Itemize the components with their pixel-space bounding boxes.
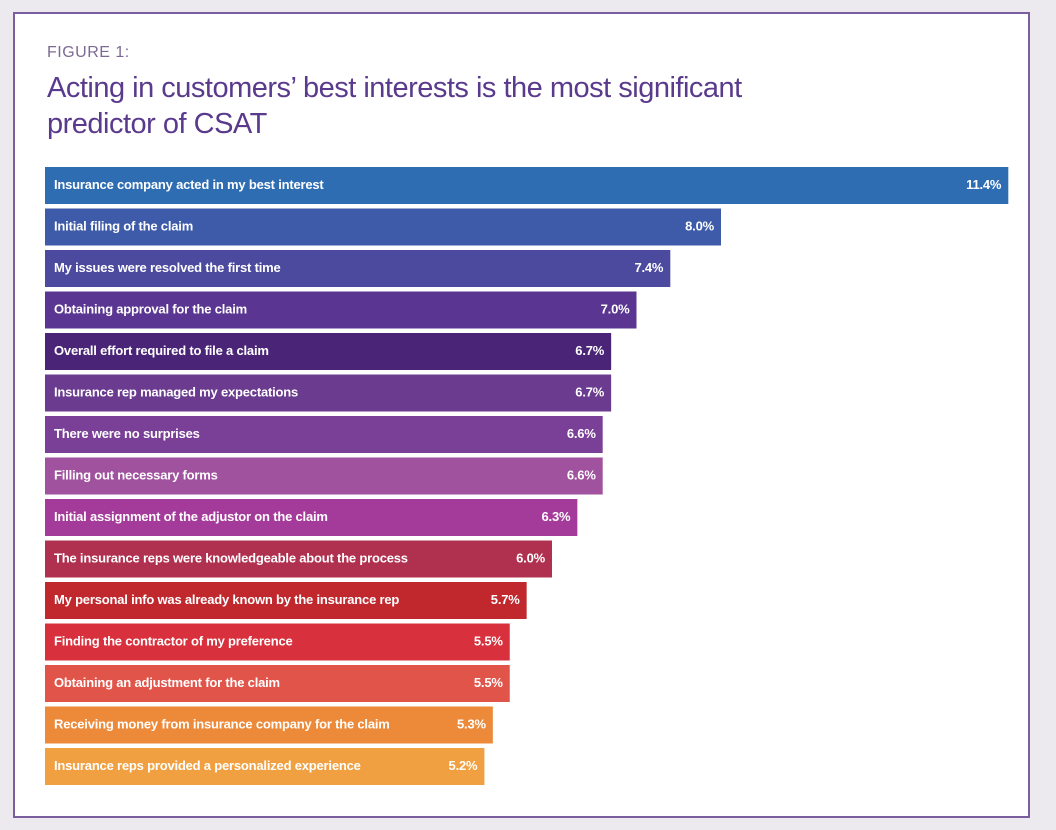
bar-label: Receiving money from insurance company f… bbox=[54, 716, 390, 731]
value-label: 6.6% bbox=[567, 467, 596, 482]
value-label: 6.7% bbox=[575, 343, 604, 358]
bar-label: Initial filing of the claim bbox=[54, 218, 193, 233]
bar bbox=[45, 208, 721, 246]
value-label: 5.7% bbox=[491, 592, 520, 607]
chart-subtitle: FIGURE 1: bbox=[47, 44, 130, 61]
bar-label: Obtaining an adjustment for the claim bbox=[54, 675, 280, 690]
chart: Insurance company acted in my best inter… bbox=[45, 167, 1009, 785]
bar bbox=[45, 416, 603, 453]
bar-label: Overall effort required to file a claim bbox=[54, 343, 269, 358]
bar bbox=[45, 582, 527, 619]
value-label: 6.6% bbox=[567, 426, 596, 441]
bar bbox=[45, 457, 603, 495]
value-label: 5.2% bbox=[449, 758, 478, 773]
bar-label: Insurance company acted in my best inter… bbox=[54, 177, 324, 192]
bar bbox=[45, 499, 578, 536]
value-label: 11.4% bbox=[966, 177, 1002, 192]
bar bbox=[45, 623, 510, 661]
bar bbox=[45, 748, 485, 785]
bar bbox=[45, 706, 493, 744]
bar-label: Initial assignment of the adjustor on th… bbox=[54, 509, 328, 524]
bar bbox=[45, 167, 1009, 204]
bar bbox=[45, 291, 637, 329]
bar-label: Finding the contractor of my preference bbox=[54, 633, 293, 648]
value-label: 5.3% bbox=[457, 716, 486, 731]
bar-label: Insurance reps provided a personalized e… bbox=[54, 758, 361, 773]
value-label: 6.7% bbox=[575, 384, 604, 399]
bar-label: Obtaining approval for the claim bbox=[54, 301, 247, 316]
value-label: 7.0% bbox=[601, 301, 630, 316]
bar bbox=[45, 540, 552, 578]
chart-frame: FIGURE 1: Acting in customers’ best inte… bbox=[13, 12, 1030, 818]
value-label: 8.0% bbox=[685, 218, 714, 233]
bar-label: The insurance reps were knowledgeable ab… bbox=[54, 550, 408, 565]
bar bbox=[45, 374, 612, 412]
bar-label: My issues were resolved the first time bbox=[54, 260, 281, 275]
value-label: 6.0% bbox=[516, 550, 545, 565]
bar bbox=[45, 333, 612, 370]
chart-title: Acting in customers’ best interests is t… bbox=[47, 72, 742, 140]
value-label: 5.5% bbox=[474, 675, 503, 690]
bar-label: My personal info was already known by th… bbox=[54, 592, 399, 607]
value-label: 7.4% bbox=[634, 260, 663, 275]
bar-label: Filling out necessary forms bbox=[54, 467, 218, 482]
value-label: 6.3% bbox=[542, 509, 571, 524]
bar-label: There were no surprises bbox=[54, 426, 200, 441]
bar-label: Insurance rep managed my expectations bbox=[54, 384, 298, 399]
value-label: 5.5% bbox=[474, 633, 503, 648]
bar bbox=[45, 665, 510, 702]
bar bbox=[45, 250, 671, 287]
